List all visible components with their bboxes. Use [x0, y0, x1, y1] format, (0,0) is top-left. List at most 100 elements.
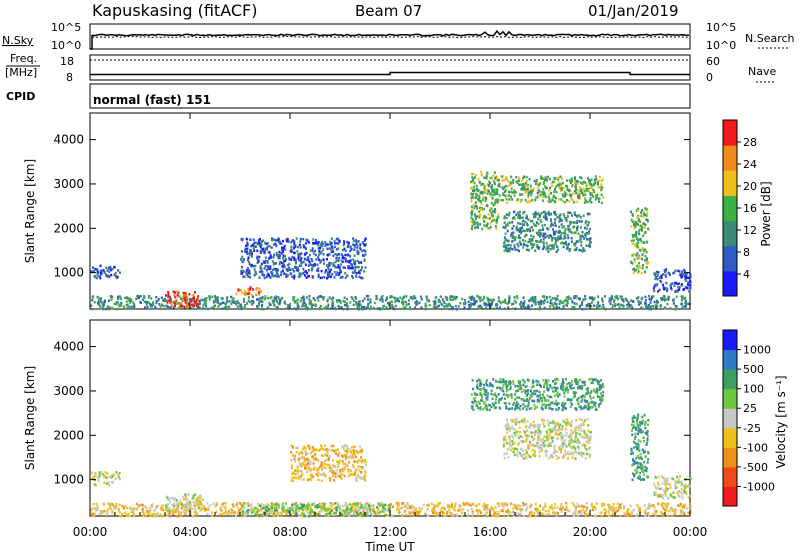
power-cell	[559, 175, 562, 178]
velocity-cell	[291, 508, 293, 511]
power-cell	[581, 182, 584, 185]
power-cell	[401, 298, 404, 301]
power-cell	[348, 241, 350, 245]
power-cell	[146, 305, 149, 309]
velocity-cell	[197, 500, 200, 503]
power-cell	[551, 184, 554, 188]
velocity-cell	[333, 513, 336, 516]
power-cell	[561, 241, 564, 244]
velocity-cell	[505, 384, 508, 388]
velocity-cell	[224, 511, 227, 514]
velocity-cell	[328, 466, 331, 470]
power-cell	[308, 274, 310, 278]
power-cell	[639, 220, 642, 223]
power-cell	[548, 188, 551, 192]
velocity-cell	[628, 513, 631, 516]
velocity-cell	[105, 482, 108, 486]
power-cell	[367, 304, 370, 307]
velocity-cell	[554, 503, 557, 506]
power-cell	[486, 217, 489, 220]
power-cell	[303, 253, 306, 256]
power-cell	[630, 261, 633, 265]
power-cell	[554, 242, 557, 246]
power-cell	[492, 298, 495, 302]
velocity-cell	[433, 513, 436, 516]
velocity-cell	[307, 458, 310, 462]
power-cell	[299, 246, 302, 249]
power-cell	[264, 264, 267, 268]
power-cell	[583, 226, 586, 230]
velocity-cell	[379, 510, 382, 513]
power-cell	[680, 273, 683, 276]
power-cell	[546, 246, 549, 250]
power-cell	[241, 255, 244, 259]
power-cell	[587, 221, 590, 224]
velocity-cell	[330, 444, 333, 448]
power-cell	[261, 296, 264, 299]
power-cell	[682, 288, 685, 291]
power-cell	[330, 237, 333, 240]
power-cell	[544, 194, 547, 197]
velocity-cell	[193, 504, 196, 507]
power-cell	[554, 210, 556, 214]
power-cell	[350, 248, 353, 251]
power-cell	[503, 215, 506, 218]
velocity-cell	[635, 514, 638, 517]
power-cell	[579, 197, 582, 200]
velocity-cell	[515, 512, 517, 515]
power-cell	[530, 194, 533, 197]
power-cell	[314, 242, 316, 245]
velocity-cell	[199, 494, 202, 497]
velocity-cell	[547, 513, 550, 516]
power-cell	[449, 296, 451, 300]
power-cell	[196, 303, 199, 306]
velocity-cell	[169, 509, 172, 513]
power-cell	[259, 265, 262, 268]
velocity-cell	[305, 509, 308, 513]
velocity-cell	[365, 502, 368, 505]
velocity-cell	[260, 503, 263, 506]
power-cell	[474, 226, 476, 230]
velocity-cell	[333, 511, 336, 515]
power-cell	[285, 273, 288, 277]
velocity-cell	[364, 469, 367, 472]
velocity-cell	[267, 512, 270, 516]
velocity-cell	[608, 514, 611, 517]
velocity-cell	[205, 508, 208, 511]
power-cell	[334, 265, 337, 269]
power-cell	[490, 214, 493, 217]
power-cell	[258, 270, 261, 273]
velocity-cell	[309, 511, 311, 514]
power-cell	[337, 264, 340, 267]
power-cell	[480, 192, 483, 195]
velocity-cell	[354, 503, 357, 506]
velocity-cell	[637, 509, 640, 513]
power-cell	[503, 216, 506, 220]
power-cell	[471, 222, 474, 225]
power-cell	[345, 303, 348, 307]
velocity-cell	[290, 444, 293, 447]
velocity-cell	[590, 504, 593, 507]
power-cell	[541, 195, 544, 198]
velocity-cell	[554, 389, 557, 392]
power-cell	[273, 300, 275, 303]
velocity-cell	[364, 470, 367, 474]
power-cell	[263, 261, 266, 264]
velocity-cell	[179, 499, 182, 502]
velocity-cell	[327, 448, 330, 452]
power-cell	[90, 307, 93, 311]
power-cell	[512, 225, 515, 228]
velocity-cell	[313, 502, 316, 505]
power-cell	[547, 250, 550, 253]
velocity-cell	[368, 506, 371, 509]
velocity-cell	[261, 513, 264, 516]
velocity-cell	[406, 502, 409, 505]
power-cell	[642, 234, 645, 238]
velocity-cell	[550, 401, 553, 405]
velocity-cell	[247, 512, 250, 516]
power-cell	[515, 228, 518, 232]
power-cell	[494, 208, 496, 211]
power-cell	[600, 201, 603, 205]
power-cell	[244, 306, 246, 310]
velocity-cell	[627, 508, 629, 511]
